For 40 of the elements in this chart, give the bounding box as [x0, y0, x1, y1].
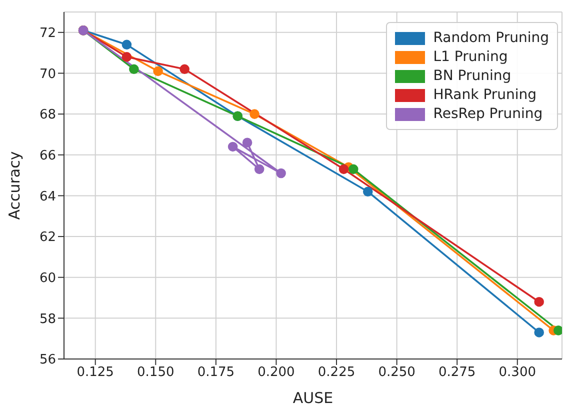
y-tick-label: 66 [39, 148, 56, 164]
y-tick-label: 70 [39, 66, 56, 82]
point [254, 164, 264, 174]
y-tick-label: 64 [39, 189, 56, 204]
x-tick-label: 0.250 [378, 365, 416, 380]
point [129, 64, 139, 74]
point [553, 326, 562, 336]
x-tick-label: 0.125 [76, 365, 114, 380]
point [534, 328, 544, 338]
point [228, 142, 238, 152]
x-tick-label: 0.225 [318, 365, 356, 380]
x-tick-label: 0.150 [137, 365, 174, 380]
point [338, 164, 349, 174]
legend-label: HRank Pruning [433, 87, 537, 103]
x-tick-label: 0.300 [498, 365, 536, 380]
legend-label: ResRep Pruning [433, 106, 543, 122]
point [122, 40, 132, 50]
x-tick-label: 0.200 [258, 365, 295, 380]
point [242, 138, 252, 148]
point [534, 296, 544, 307]
point [348, 164, 358, 174]
y-tick-label: 58 [39, 312, 56, 327]
legend-label: Random Pruning [433, 30, 549, 46]
y-tick-label: 60 [39, 270, 56, 286]
y-axis-title: Accuracy [5, 151, 24, 220]
y-tick-label: 72 [39, 26, 56, 42]
x-axis-title: AUSE [292, 389, 334, 407]
point [180, 64, 190, 74]
legend-label: L1 Pruning [433, 49, 508, 65]
point [122, 52, 132, 62]
point [276, 168, 286, 178]
point [153, 66, 163, 76]
point [250, 109, 260, 119]
y-tick-label: 62 [39, 230, 56, 246]
x-tick-label: 0.275 [438, 365, 476, 380]
y-tick-label: 56 [39, 352, 56, 368]
x-tick-label: 0.175 [197, 365, 235, 380]
legend-label: BN Pruning [433, 68, 512, 84]
point [362, 186, 373, 197]
y-tick-label: 68 [39, 108, 56, 123]
